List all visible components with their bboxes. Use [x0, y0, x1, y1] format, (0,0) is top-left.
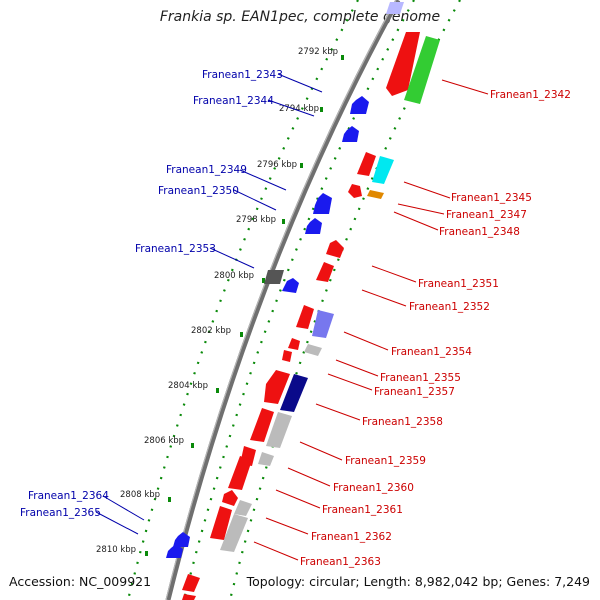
left-labels: Franean1_2343 Franean1_2344 Franean1_234…: [20, 69, 283, 519]
gene-label: Franean1_2351: [418, 278, 499, 290]
gene-box-2353: [264, 270, 284, 284]
gene-label: Franean1_2358: [362, 416, 443, 428]
gene-2351: [326, 240, 344, 258]
gene-2342-b: [404, 36, 440, 104]
gene-label: Franean1_2355: [380, 372, 461, 384]
right-connectors: [253, 79, 489, 561]
gene-label: Franean1_2362: [311, 531, 392, 543]
gene-label: Franean1_2363: [300, 556, 381, 568]
scale-label: 2806 kbp: [144, 436, 184, 446]
gene-label: Franean1_2357: [374, 386, 455, 398]
scale-tick-markers: [145, 55, 344, 556]
gene-label: Franean1_2350: [158, 185, 239, 197]
gene-2362: [234, 500, 252, 516]
gene-label: Franean1_2348: [439, 226, 520, 238]
genome-backbone: [165, 0, 401, 600]
gene-arrow-2349: [313, 193, 332, 214]
gene-label: Franean1_2349: [166, 164, 247, 176]
gene-2355-b: [282, 350, 292, 362]
gene-label: Franean1_2343: [202, 69, 283, 81]
gene-arrow-2344: [342, 126, 359, 142]
gene-arrow-2365: [166, 544, 183, 558]
gene-label: Franean1_2347: [446, 209, 527, 221]
topology-text: Topology: circular; Length: 8,982,042 bp…: [246, 574, 590, 589]
gene-label: Franean1_2359: [345, 455, 426, 467]
left-connectors: [95, 73, 323, 535]
gene-label: Franean1_2342: [490, 89, 571, 101]
gene-label: Franean1_2344: [193, 95, 274, 107]
gene-label: Franean1_2354: [391, 346, 472, 358]
gene-2362-b: [210, 506, 232, 540]
scale-label: 2808 kbp: [120, 490, 160, 500]
gene-label: Franean1_2364: [28, 490, 109, 502]
gene-label: Franean1_2353: [135, 243, 216, 255]
gene-2358-b: [280, 374, 308, 412]
gene-2348: [367, 190, 384, 199]
gene-2342: [386, 32, 420, 96]
map-title: Frankia sp. EAN1pec, complete genome: [159, 9, 441, 25]
gene-2357: [304, 344, 322, 356]
gene-label: Franean1_2365: [20, 507, 101, 519]
gene-block: [386, 2, 404, 14]
gene-arrow-2350: [305, 218, 322, 234]
gene-2361-b: [222, 490, 238, 506]
gene-label: Franean1_2345: [451, 192, 532, 204]
gene-label: Franean1_2360: [333, 482, 414, 494]
gene-2354-b: [312, 310, 334, 338]
gene-2359: [250, 408, 274, 442]
genome-backbone-highlight: [165, 0, 397, 600]
gene-2355: [288, 338, 300, 350]
gene-arrow-2353b: [282, 278, 299, 293]
gene-2359-b: [266, 412, 292, 448]
scale-label: 2800 kbp: [214, 271, 254, 281]
scale-label: 2792 kbp: [298, 47, 338, 57]
gene-2363: [220, 514, 248, 552]
gene-bottom-a: [182, 574, 200, 592]
right-labels: Franean1_2342 Franean1_2345 Franean1_234…: [300, 89, 571, 568]
gene-arrow-2343: [350, 96, 369, 114]
scale-label: 2798 kbp: [236, 215, 276, 225]
scale-label: 2810 kbp: [96, 545, 136, 555]
scale-label: 2794 kbp: [279, 104, 319, 114]
gene-2360: [258, 452, 274, 466]
gene-2358: [264, 370, 290, 404]
gene-2345: [357, 152, 376, 176]
gene-2354: [296, 305, 314, 329]
scale-label: 2804 kbp: [168, 381, 208, 391]
gene-2345-b: [372, 156, 394, 184]
gene-2351-b: [316, 262, 334, 282]
gene-2361: [228, 456, 252, 490]
gene-2347: [348, 184, 362, 198]
gene-label: Franean1_2352: [409, 301, 490, 313]
accession-text: Accession: NC_009921: [9, 574, 152, 589]
right-strand-genes: [182, 32, 440, 600]
scale-label: 2796 kbp: [257, 160, 297, 170]
left-strand-genes: [166, 2, 404, 558]
scale-label: 2802 kbp: [191, 326, 231, 336]
gene-bottom-b: [182, 594, 196, 600]
gene-label: Franean1_2361: [322, 504, 403, 516]
gene-arrow-2364: [173, 532, 190, 547]
